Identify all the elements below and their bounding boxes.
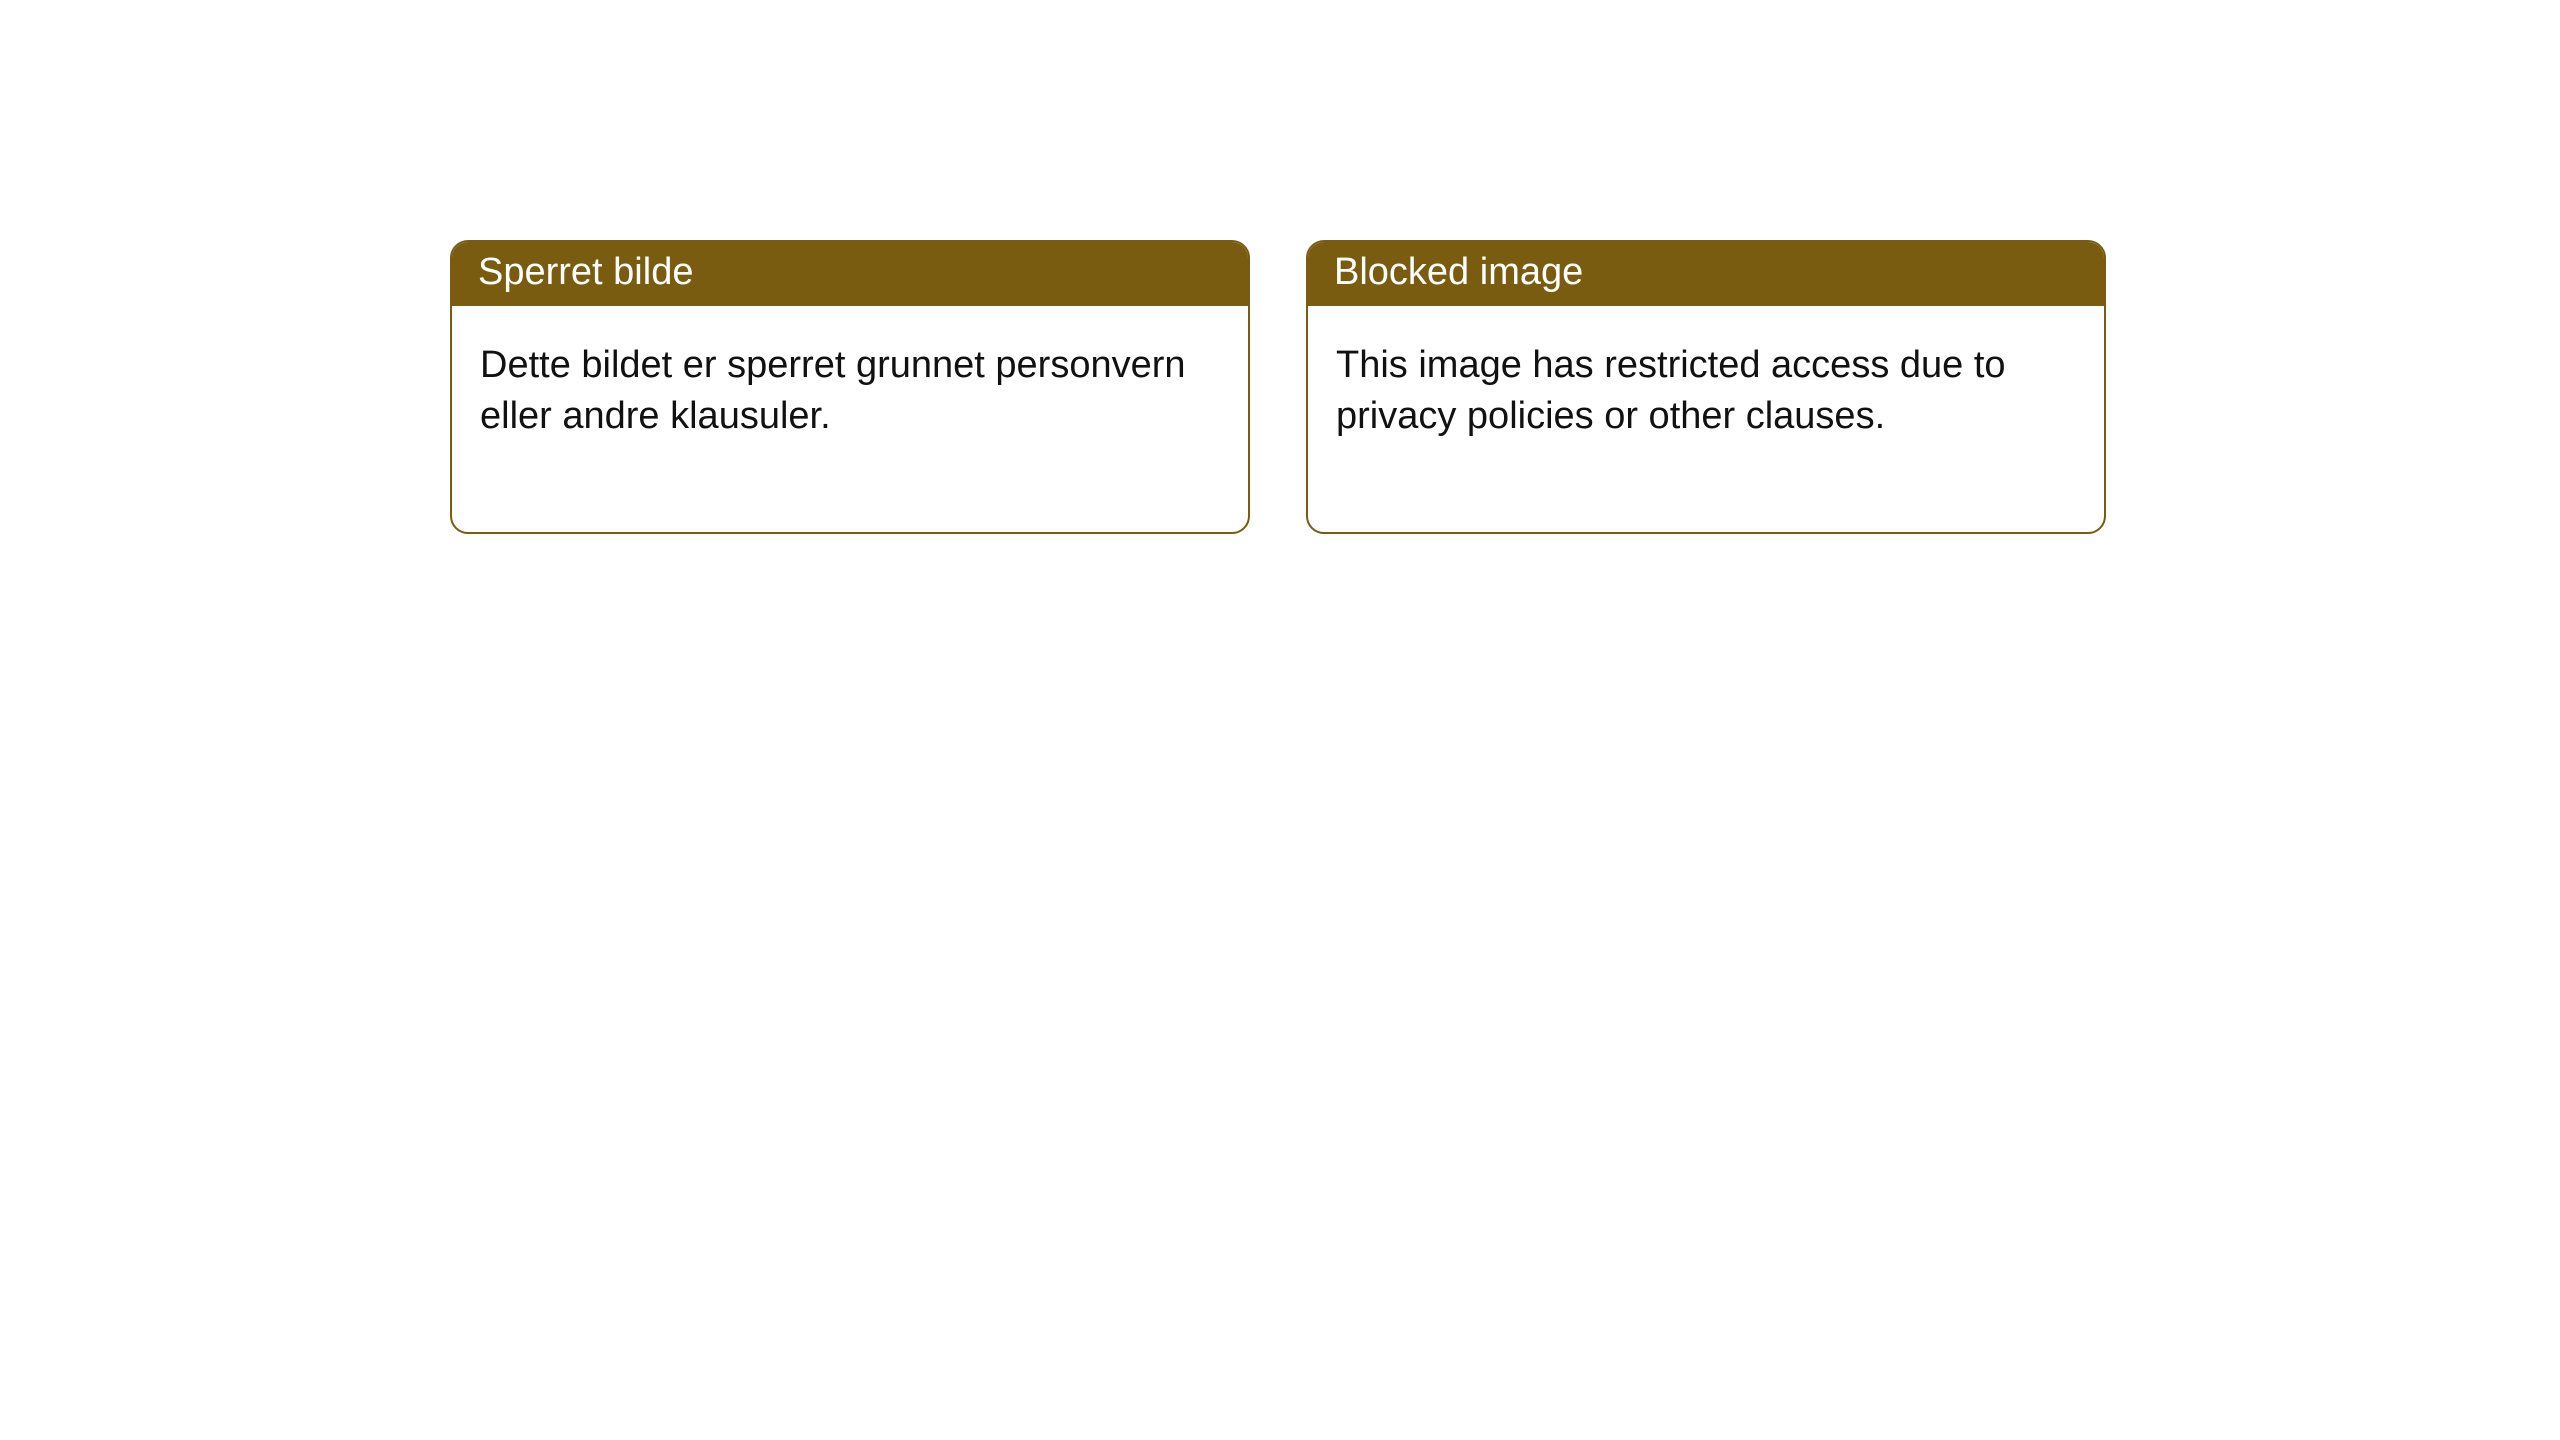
card-header: Blocked image <box>1308 242 2104 306</box>
card-header: Sperret bilde <box>452 242 1248 306</box>
blocked-image-card-en: Blocked image This image has restricted … <box>1306 240 2106 534</box>
blocked-image-card-no: Sperret bilde Dette bildet er sperret gr… <box>450 240 1250 534</box>
notice-container: Sperret bilde Dette bildet er sperret gr… <box>450 240 2106 534</box>
card-body-text: This image has restricted access due to … <box>1308 306 2104 533</box>
card-body-text: Dette bildet er sperret grunnet personve… <box>452 306 1248 533</box>
